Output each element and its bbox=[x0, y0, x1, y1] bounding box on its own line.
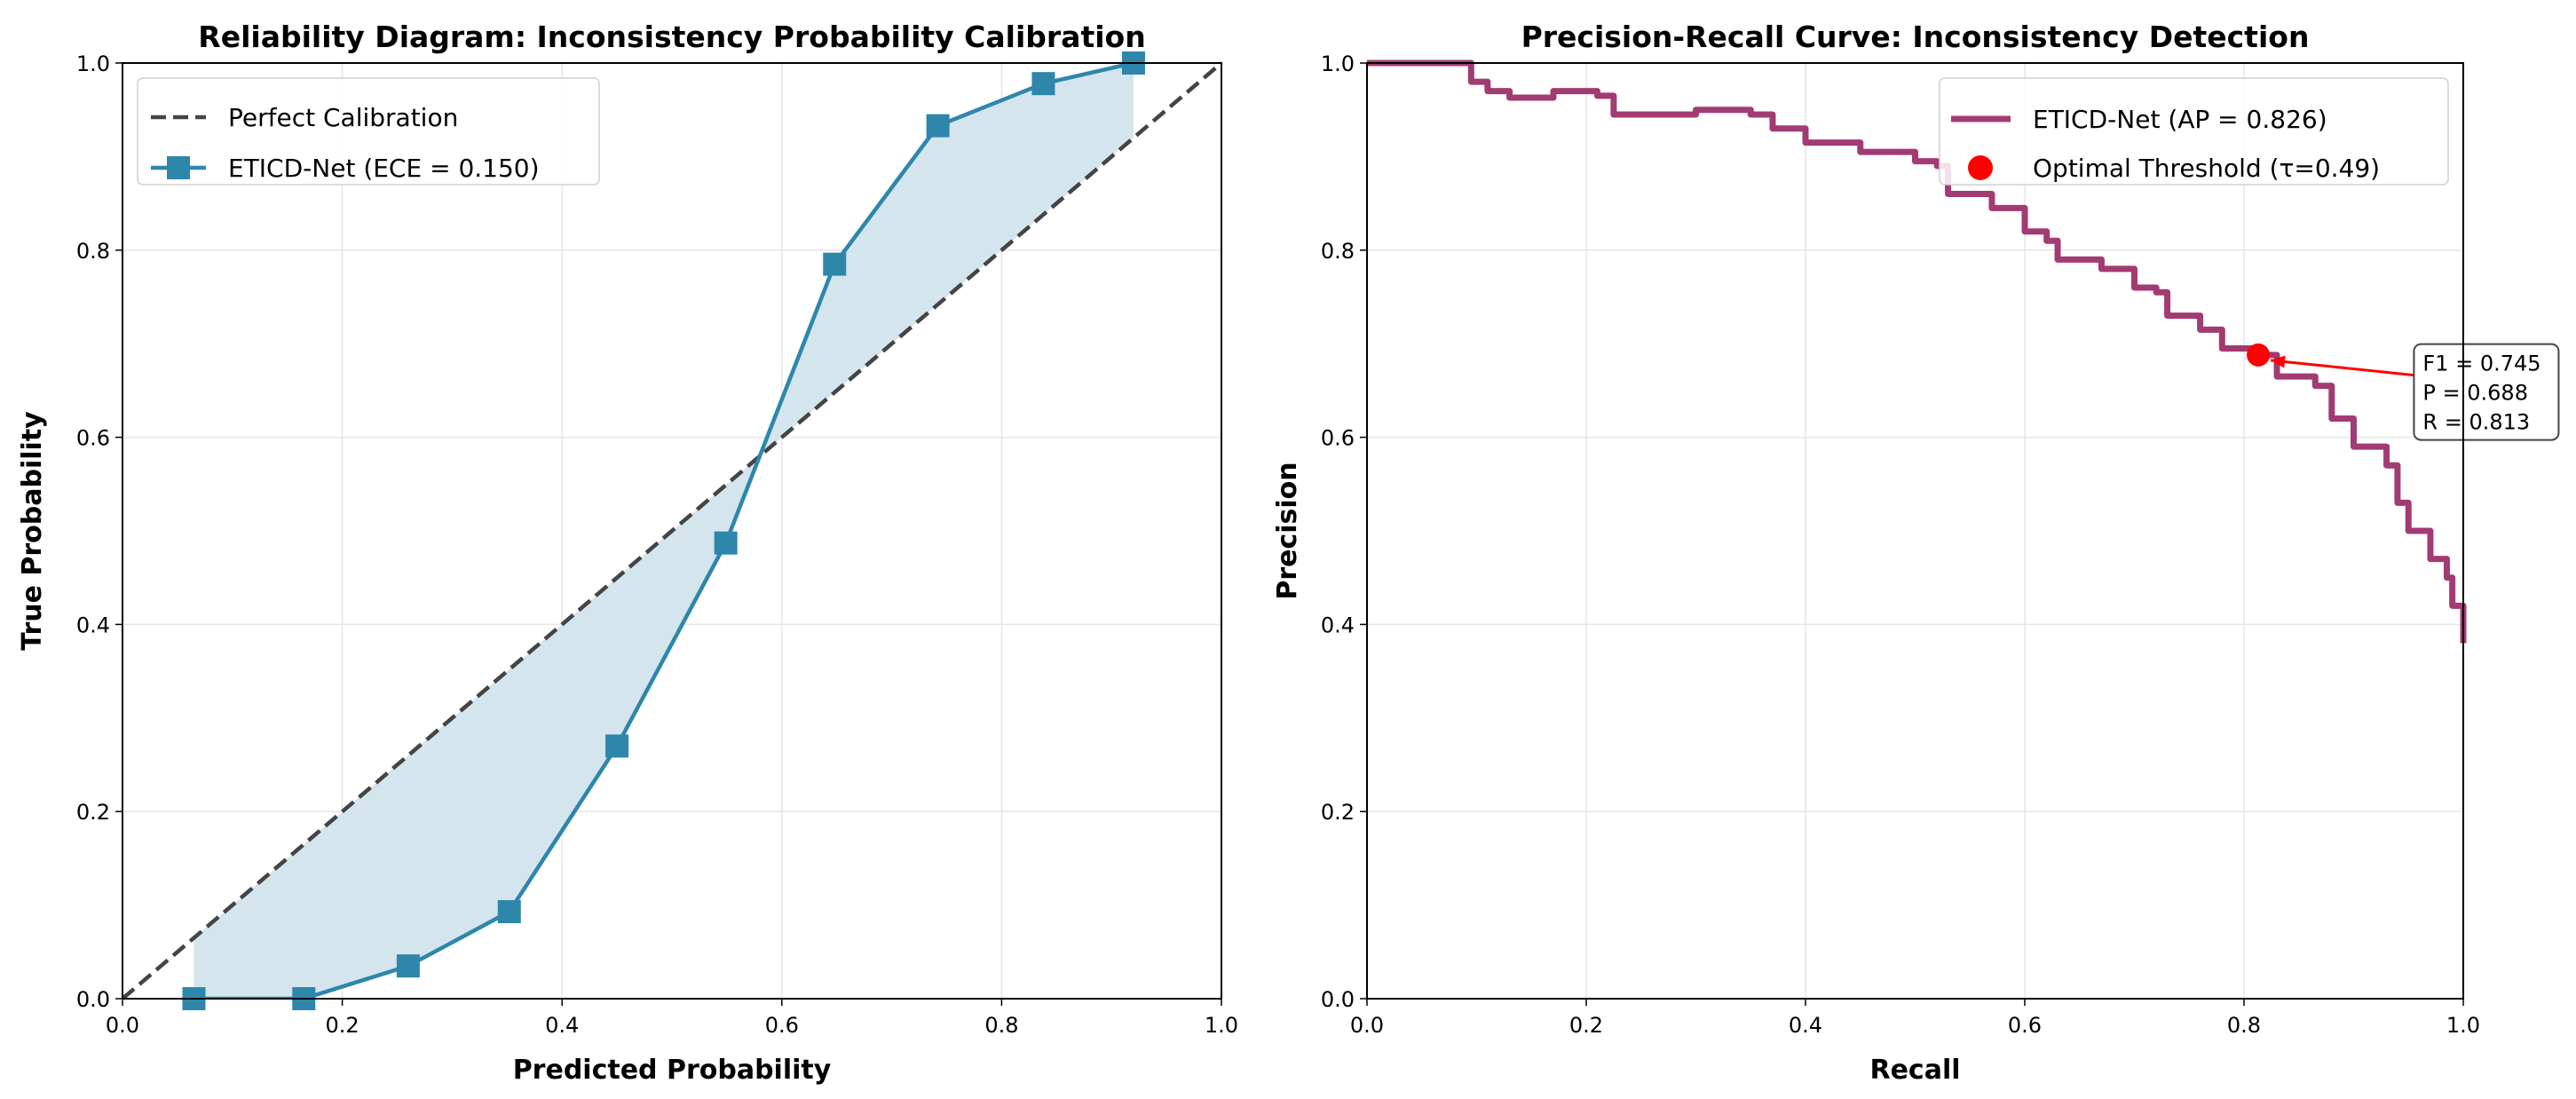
legend-label: ETICD-Net (ECE = 0.150) bbox=[228, 154, 540, 183]
y-tick-label: 0.2 bbox=[76, 800, 110, 825]
precision-recall-panel: 0.0 0.2 0.4 0.6 0.8 1.0 0.0 0.2 0.4 0.6 0.8 1.0 F1 =… bbox=[1272, 20, 2560, 1086]
annotation-arrowhead bbox=[2271, 355, 2286, 368]
x-tick-label: 0.0 bbox=[106, 1013, 139, 1038]
eticd-net-pr-curve bbox=[1367, 59, 2467, 644]
y-tick-label: 0.0 bbox=[76, 987, 110, 1012]
calibration-point bbox=[714, 531, 738, 555]
calibration-point bbox=[605, 734, 629, 758]
x-tick-label: 0.4 bbox=[1789, 1013, 1822, 1038]
annotation-text: P = 0.688 bbox=[2422, 381, 2528, 406]
y-tick-label: 0.4 bbox=[1321, 613, 1355, 637]
x-tick-label: 1.0 bbox=[2446, 1013, 2480, 1038]
y-tick-label: 0.4 bbox=[76, 613, 110, 637]
y-tick-label: 0.8 bbox=[1321, 239, 1355, 264]
legend-label: ETICD-Net (AP = 0.826) bbox=[2033, 105, 2327, 134]
calibration-gap-fill bbox=[194, 63, 1134, 999]
axes-frame bbox=[122, 62, 1222, 1000]
eticd-net-calibration-line bbox=[194, 60, 1134, 999]
optimal-threshold-marker bbox=[2247, 343, 2271, 367]
annotation-box: F1 = 0.745 P = 0.688 R = 0.813 bbox=[2413, 343, 2560, 441]
calibration-point bbox=[1031, 72, 1055, 96]
y-tick-label: 1.0 bbox=[1321, 51, 1355, 76]
y-tick-label: 0.2 bbox=[1321, 800, 1355, 825]
legend-label: Perfect Calibration bbox=[228, 103, 458, 132]
x-tick-label: 0.2 bbox=[326, 1013, 360, 1038]
annotation-arrow bbox=[2270, 359, 2414, 377]
chart-title: Reliability Diagram: Inconsistency Proba… bbox=[198, 20, 1145, 54]
calibration-point bbox=[396, 954, 420, 978]
y-tick-label: 0.8 bbox=[76, 239, 110, 264]
x-tick-label: 0.6 bbox=[765, 1013, 799, 1038]
x-tick-label: 0.8 bbox=[2227, 1013, 2261, 1038]
x-tick-label: 0.4 bbox=[545, 1013, 579, 1038]
calibration-point bbox=[926, 114, 950, 138]
legend-square-marker-icon bbox=[167, 156, 190, 179]
legend: ETICD-Net (AP = 0.826) Optimal Threshold … bbox=[1939, 77, 2449, 186]
annotation-text: R = 0.813 bbox=[2422, 410, 2530, 435]
legend-label: Optimal Threshold (τ=0.49) bbox=[2033, 154, 2380, 183]
legend: Perfect Calibration ETICD-Net (ECE = 0.15… bbox=[137, 77, 600, 186]
legend-dot-icon bbox=[1968, 155, 1993, 180]
reliability-diagram-panel: 0.0 0.2 0.4 0.6 0.8 1.0 0.0 0.2 0.4 0.6 0.8 1.0 Perf… bbox=[17, 20, 1238, 1086]
plot-area bbox=[122, 60, 1223, 999]
y-tick-label: 1.0 bbox=[76, 51, 110, 76]
calibration-point bbox=[497, 899, 521, 923]
y-tick-label: 0.6 bbox=[1321, 426, 1355, 451]
calibration-point bbox=[823, 252, 847, 276]
chart-title: Precision-Recall Curve: Inconsistency De… bbox=[1521, 20, 2310, 54]
x-axis-label: Recall bbox=[1869, 1055, 1960, 1086]
y-tick-label: 0.6 bbox=[76, 426, 110, 451]
x-tick-label: 0.8 bbox=[984, 1013, 1018, 1038]
plot-area bbox=[1367, 59, 2467, 644]
x-tick-label: 1.0 bbox=[1205, 1013, 1238, 1038]
y-axis-label: True Probability bbox=[17, 411, 48, 651]
x-tick-label: 0.6 bbox=[2008, 1013, 2042, 1038]
legend-frame bbox=[137, 77, 600, 186]
perfect-calibration-line bbox=[122, 61, 1223, 999]
legend-frame bbox=[1939, 77, 2449, 186]
y-axis-label: Precision bbox=[1272, 462, 1303, 599]
x-axis-label: Predicted Probability bbox=[513, 1055, 832, 1086]
y-tick-label: 0.0 bbox=[1321, 987, 1355, 1012]
x-tick-label: 0.2 bbox=[1569, 1013, 1603, 1038]
axes-frame bbox=[1366, 62, 2464, 1000]
annotation-text: F1 = 0.745 bbox=[2422, 352, 2540, 376]
x-tick-label: 0.0 bbox=[1350, 1013, 1384, 1038]
annotation-frame bbox=[2413, 343, 2560, 441]
